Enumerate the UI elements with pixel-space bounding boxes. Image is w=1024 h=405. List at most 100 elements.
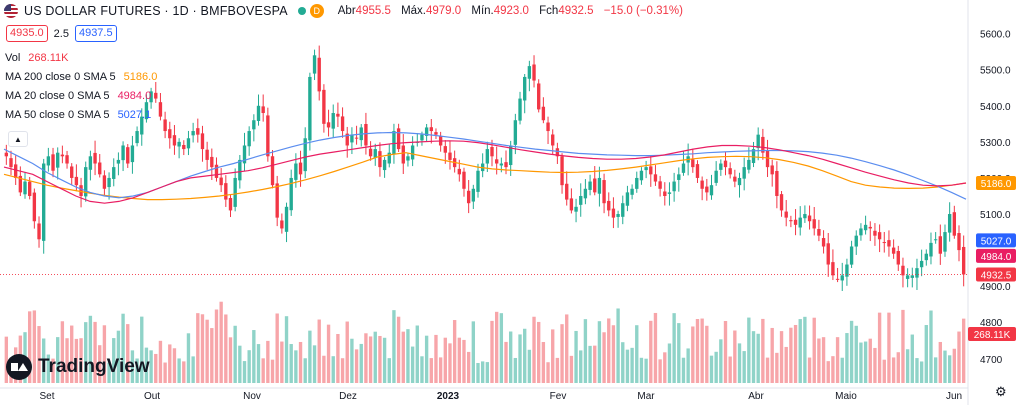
volume-bar: [406, 329, 410, 383]
candle-body: [574, 206, 578, 212]
candle-body: [803, 214, 807, 219]
volume-bar: [938, 341, 942, 383]
candle-body: [224, 183, 228, 200]
candle-body: [242, 145, 247, 164]
candle-body: [705, 186, 709, 193]
candle-body: [835, 278, 840, 280]
price-label-tag: [976, 248, 1016, 263]
volume-bar: [60, 321, 65, 383]
candle-body: [494, 159, 499, 164]
volume-bar: [560, 324, 564, 383]
volume-bar: [340, 358, 345, 383]
volume-bar: [756, 333, 760, 383]
candle-body: [831, 262, 835, 276]
candle-body: [373, 149, 377, 158]
candle-body: [163, 119, 167, 132]
candle-body: [326, 122, 331, 128]
candle-body: [154, 92, 158, 99]
volume-bar: [537, 321, 541, 383]
volume-bar: [144, 347, 149, 383]
candle-body: [490, 147, 494, 157]
low-value: 4923.0: [493, 5, 529, 17]
candle-body: [551, 134, 555, 146]
candle-body: [961, 246, 966, 275]
volume-bar: [275, 313, 279, 383]
volume-bar: [677, 323, 681, 383]
candle-body: [172, 135, 177, 146]
collapse-legend-button[interactable]: ▲: [8, 131, 28, 147]
volume-bar: [140, 316, 144, 383]
volume-bar: [443, 337, 447, 383]
volume-bar: [868, 338, 872, 383]
candle-body: [233, 177, 237, 207]
price-tick-label: 5400.0: [980, 102, 1011, 113]
volume-bar: [747, 317, 751, 383]
volume-bar: [415, 325, 419, 383]
candle-body: [443, 146, 447, 153]
volume-bar: [733, 330, 737, 383]
candle-body: [667, 192, 672, 194]
volume-bar: [742, 351, 746, 383]
volume-bar: [462, 339, 466, 383]
candle-body: [901, 265, 905, 276]
candle-body: [915, 268, 919, 278]
volume-bar: [98, 345, 102, 383]
legend-ma20[interactable]: MA 20 close 0 SMA 5 4984.0: [5, 90, 151, 102]
candle-body: [396, 128, 401, 150]
candle-body: [957, 233, 961, 251]
candle-body: [887, 240, 891, 247]
volume-bar: [910, 334, 914, 383]
volume-bar: [737, 343, 742, 383]
ma200-line: [3, 152, 967, 201]
volume-bar: [779, 331, 784, 383]
price-tick-label: 4900.0: [980, 282, 1011, 293]
candle-body: [812, 219, 816, 229]
candle-body: [504, 162, 508, 168]
candle-body: [434, 132, 438, 135]
candle-body: [583, 188, 588, 199]
legend-volume[interactable]: Vol 268.11K: [5, 52, 68, 64]
tradingview-logo[interactable]: TradingView: [6, 354, 150, 380]
volume-bar: [765, 357, 770, 383]
volume-bar: [849, 320, 854, 383]
volume-bar: [382, 337, 387, 383]
volume-bar: [32, 310, 37, 383]
legend-ma200-value: 5186.0: [123, 71, 158, 83]
volume-bar: [947, 355, 952, 383]
volume-bar: [331, 356, 335, 383]
candle-body: [751, 149, 756, 164]
candle-body: [65, 155, 69, 164]
legend-ma200[interactable]: MA 200 close 0 SMA 5 5186.0: [5, 71, 157, 83]
symbol-title[interactable]: US DOLLAR FUTURES · 1D · BMFBOVESPA: [24, 4, 288, 18]
volume-bar: [639, 357, 644, 383]
candle-body: [70, 166, 74, 178]
volume-bar: [182, 361, 186, 383]
time-tick-label: Dez: [339, 391, 357, 402]
candle-body: [639, 170, 644, 181]
bid-price-button[interactable]: 4935.0: [6, 25, 48, 42]
candle-body: [98, 162, 102, 175]
volume-bar: [429, 358, 433, 383]
volume-bar: [630, 347, 634, 383]
volume-bar: [513, 357, 518, 383]
delayed-badge[interactable]: D: [309, 4, 324, 18]
volume-bar: [961, 318, 966, 383]
ask-price-button[interactable]: 4937.5: [74, 25, 117, 42]
volume-bar: [70, 325, 74, 383]
candle-body: [331, 113, 335, 129]
settings-gear-icon[interactable]: ⚙: [995, 384, 1007, 399]
volume-bar: [835, 337, 840, 383]
volume-bar: [261, 358, 265, 383]
legend-ma50[interactable]: MA 50 close 0 SMA 5 5027.1: [5, 109, 151, 121]
volume-bar: [863, 341, 868, 383]
candle-body: [261, 106, 265, 114]
volume-bar: [471, 321, 476, 383]
volume-bar: [359, 343, 363, 383]
volume-bar: [952, 348, 957, 383]
candle-body: [905, 275, 910, 279]
candle-body: [723, 160, 728, 168]
candle-body: [392, 131, 396, 155]
candle-body: [527, 66, 532, 79]
volume-bar: [247, 350, 251, 383]
